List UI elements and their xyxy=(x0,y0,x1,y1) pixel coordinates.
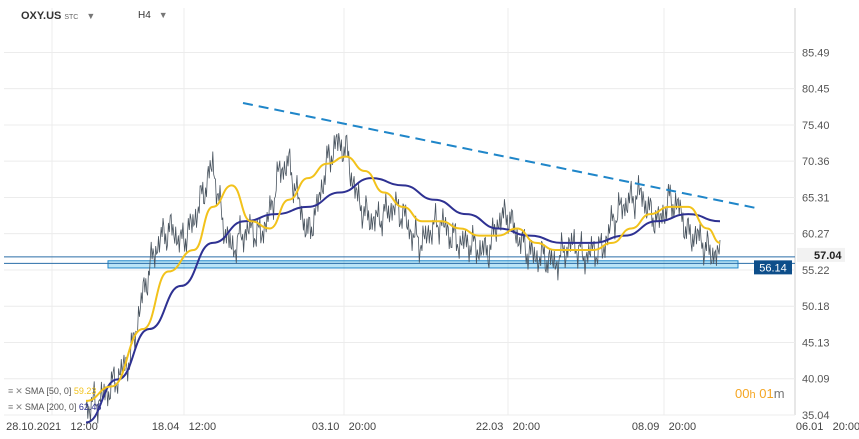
x-tick-label: 08.09 20:00 xyxy=(632,421,696,433)
x-tick-label: 06.01 20:00 xyxy=(796,421,859,433)
last-price-badge xyxy=(797,247,845,262)
support-level-label: 56.14 xyxy=(759,262,787,274)
y-tick-label: 75.40 xyxy=(802,120,830,132)
remove-icon[interactable]: ✕ xyxy=(15,386,23,396)
y-tick-label: 60.27 xyxy=(802,229,830,241)
indicator-sma50[interactable]: ≡ ✕ SMA [50, 0] 59.23 xyxy=(8,386,96,397)
support-level-badge xyxy=(754,260,792,275)
y-tick-label: 65.31 xyxy=(802,192,830,204)
candle-countdown: 00h 01m xyxy=(735,386,785,401)
symbol-suffix: STC xyxy=(64,14,79,21)
settings-icon[interactable]: ≡ xyxy=(8,386,14,396)
sma50-line xyxy=(85,155,721,402)
indicator-value: 62.48 xyxy=(78,402,102,412)
timer-minutes-unit: m xyxy=(773,386,785,401)
y-tick-label: 70.36 xyxy=(802,156,830,168)
y-tick-label: 85.49 xyxy=(802,47,830,59)
x-tick-label: 18.04 12:00 xyxy=(152,421,216,433)
indicator-label: SMA [50, 0] xyxy=(24,386,72,396)
indicator-value: 59.23 xyxy=(73,386,97,396)
indicator-label: SMA [200, 0] xyxy=(24,402,77,412)
symbol-dropdown-icon[interactable]: ▼ xyxy=(86,11,96,21)
x-tick-label: 28.10.2021 12:00 xyxy=(6,421,98,433)
y-tick-label: 50.18 xyxy=(802,301,830,313)
timer-hours: 00 xyxy=(735,386,750,401)
price-series-line xyxy=(85,133,721,424)
support-zone xyxy=(107,260,739,269)
timer-hours-unit: h xyxy=(749,389,756,401)
settings-icon[interactable]: ≡ xyxy=(8,402,14,412)
remove-icon[interactable]: ✕ xyxy=(15,402,23,412)
timeframe-selector[interactable]: H4 ▼ xyxy=(138,10,168,21)
trendline xyxy=(242,102,757,209)
timeframe-dropdown-icon[interactable]: ▼ xyxy=(158,10,168,20)
timer-minutes: 01 xyxy=(759,386,774,401)
indicator-sma200[interactable]: ≡ ✕ SMA [200, 0] 62.48 xyxy=(8,402,101,413)
symbol-title[interactable]: OXY.US STC ▼ xyxy=(21,10,95,22)
y-tick-label: 80.45 xyxy=(802,84,830,96)
x-tick-label: 22.03 20:00 xyxy=(476,421,540,433)
y-tick-label: 40.09 xyxy=(802,374,830,386)
y-tick-label: 35.04 xyxy=(802,410,830,422)
timeframe-label: H4 xyxy=(138,10,151,21)
y-tick-label: 55.22 xyxy=(802,265,830,277)
y-tick-label: 45.13 xyxy=(802,337,830,349)
last-price-label: 57.04 xyxy=(814,250,842,262)
x-tick-label: 03.10 20:00 xyxy=(312,421,376,433)
symbol-name: OXY.US xyxy=(21,10,62,22)
sma200-line xyxy=(85,177,721,424)
